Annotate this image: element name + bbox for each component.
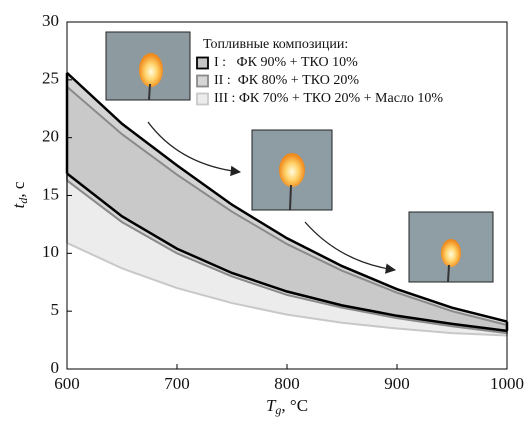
y-tick-label: 15 (42, 184, 59, 203)
y-tick-label: 5 (51, 300, 60, 319)
y-symbol: t (9, 202, 28, 208)
band-fill (67, 72, 507, 331)
legend-title: Топливные композиции: (203, 37, 348, 52)
legend-label: I : ФК 90% + ТКО 10% (214, 55, 358, 70)
photo (105, 31, 191, 101)
x-unit: , °C (281, 396, 308, 415)
band-fill (67, 107, 507, 336)
y-tick-label: 0 (51, 358, 60, 377)
y-tick-label: 25 (42, 69, 59, 88)
band-upper-line (66, 106, 508, 331)
band-lower-line (66, 172, 508, 333)
photo (408, 211, 494, 283)
y-tick-label: 30 (42, 11, 59, 30)
legend-label: III : ФК 70% + ТКО 20% + Масло 10% (214, 91, 443, 106)
y-subscript: d (16, 197, 30, 204)
x-symbol: T (266, 396, 277, 415)
x-tick-label: 1000 (490, 374, 524, 393)
x-tick-label: 600 (54, 374, 80, 393)
y-unit: , c (9, 181, 28, 198)
y-tick-label: 10 (42, 242, 59, 261)
legend-swatch (196, 74, 209, 88)
legend-swatch (196, 92, 209, 106)
y-tick-label: 20 (42, 127, 59, 146)
x-subscript: g (275, 403, 281, 417)
band-upper-line (66, 86, 508, 327)
band-lower-line (66, 179, 508, 335)
arrow (147, 121, 242, 177)
arrow (304, 221, 397, 274)
x-tick-label: 700 (164, 374, 190, 393)
y-axis-label: td, c (9, 181, 30, 208)
band-lower-line (66, 242, 508, 337)
photo (251, 129, 333, 211)
x-tick-label: 800 (274, 374, 300, 393)
legend-swatch (196, 56, 209, 70)
x-tick-label: 900 (384, 374, 410, 393)
legend-label: II : ФК 80% + ТКО 20% (214, 73, 359, 88)
band-upper-line (66, 71, 508, 323)
x-axis-label: Tg, °C (266, 396, 308, 417)
